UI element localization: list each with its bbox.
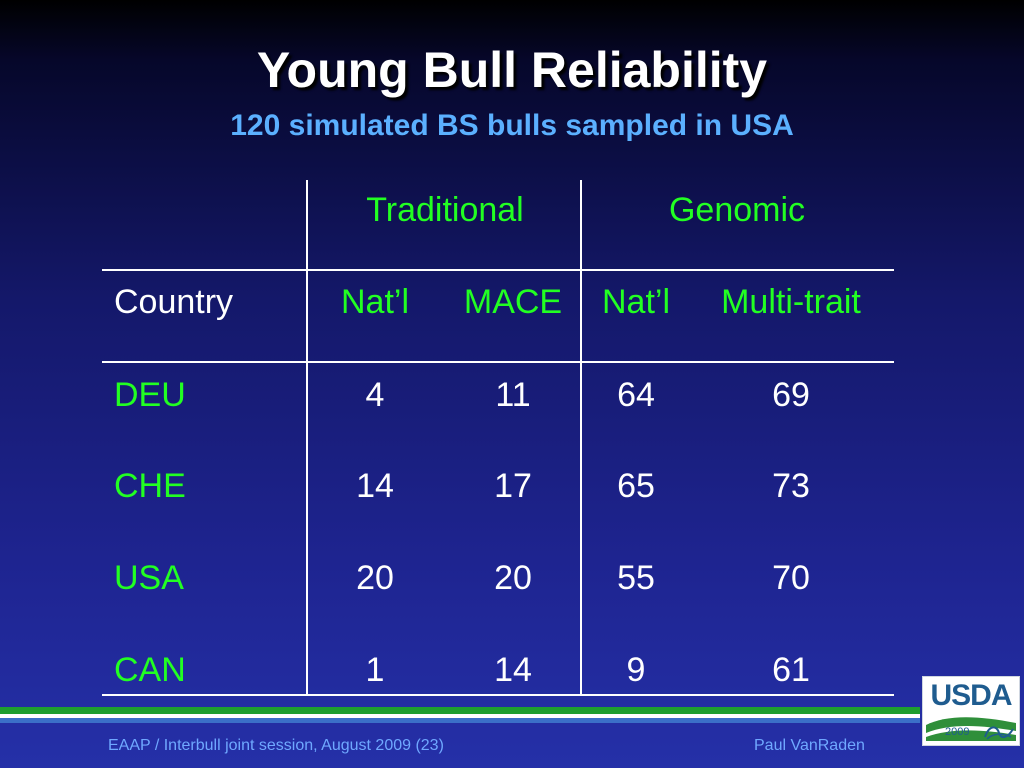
- table-rule-header-bottom: [102, 361, 894, 363]
- row-country: CHE: [114, 467, 186, 505]
- cell-multi-trait: 61: [772, 651, 810, 689]
- ars-mark-icon: [984, 726, 1014, 740]
- column-header-country: Country: [114, 283, 234, 321]
- column-header-genomic-natl: Nat’l: [601, 283, 671, 321]
- footer-left-text: EAAP / Interbull joint session, August 2…: [108, 737, 444, 754]
- usda-logo-year: 2009: [945, 726, 970, 738]
- row-country: USA: [114, 559, 184, 597]
- column-header-mace: MACE: [463, 283, 563, 321]
- row-country: DEU: [114, 376, 186, 414]
- slide-title: Young Bull Reliability: [256, 42, 768, 98]
- footer-stripe-white: [0, 714, 920, 718]
- row-country: CAN: [114, 651, 186, 689]
- cell-traditional-natl: 4: [365, 376, 385, 414]
- cell-traditional-natl: 20: [356, 559, 394, 597]
- group-header-genomic: Genomic: [668, 191, 806, 229]
- table-rule-header-top: [102, 269, 894, 271]
- table-rule-bottom: [102, 694, 894, 696]
- cell-multi-trait: 70: [772, 559, 810, 597]
- footer-stripe-blue: [0, 718, 920, 723]
- cell-mace: 14: [494, 651, 532, 689]
- column-header-multi-trait: Multi-trait: [721, 283, 861, 321]
- cell-multi-trait: 73: [772, 467, 810, 505]
- footer-right-text: Paul VanRaden: [754, 737, 865, 754]
- cell-genomic-natl: 55: [617, 559, 655, 597]
- usda-logo: USDA 2009: [922, 676, 1020, 746]
- cell-multi-trait: 69: [772, 376, 810, 414]
- footer-stripe-green: [0, 707, 920, 714]
- cell-mace: 11: [495, 376, 531, 414]
- table-divider-country: [306, 180, 308, 696]
- usda-logo-text: USDA: [930, 679, 1012, 712]
- cell-mace: 17: [494, 467, 532, 505]
- cell-traditional-natl: 1: [365, 651, 385, 689]
- cell-genomic-natl: 65: [617, 467, 655, 505]
- slide-subtitle: 120 simulated BS bulls sampled in USA: [230, 109, 794, 142]
- cell-genomic-natl: 64: [617, 376, 655, 414]
- cell-traditional-natl: 14: [356, 467, 394, 505]
- cell-mace: 20: [494, 559, 532, 597]
- column-header-traditional-natl: Nat’l: [340, 283, 410, 321]
- group-header-traditional: Traditional: [366, 191, 524, 229]
- cell-genomic-natl: 9: [626, 651, 646, 689]
- table-divider-genomic: [580, 180, 582, 696]
